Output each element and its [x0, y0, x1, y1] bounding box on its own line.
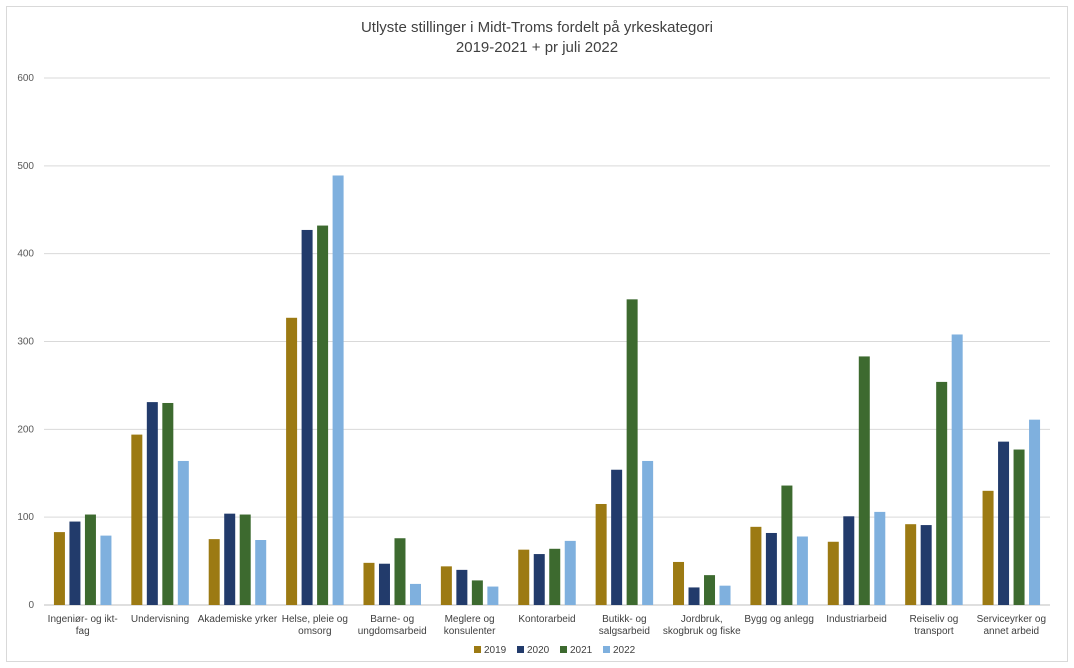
bar-2022: [564, 540, 576, 605]
bar-2019: [131, 434, 143, 605]
y-tick-label: 100: [17, 512, 34, 523]
bar-2020: [224, 513, 236, 605]
bar-2019: [363, 562, 375, 605]
bar-2020: [998, 441, 1010, 605]
bar-2021: [858, 356, 870, 605]
bars: [53, 175, 1041, 605]
bar-2022: [796, 536, 808, 605]
legend-label-2020: 2020: [527, 645, 550, 656]
bar-2021: [1013, 449, 1025, 605]
bar-2021: [781, 485, 793, 605]
y-tick-label: 600: [17, 73, 34, 84]
bar-2019: [518, 549, 530, 605]
bar-2021: [471, 580, 483, 605]
chart-subtitle: 2019-2021 + pr juli 2022: [455, 39, 619, 56]
bar-2022: [642, 460, 654, 605]
bar-2020: [765, 532, 777, 605]
category-label: Jordbruk, skogbruk og fiske: [663, 614, 741, 637]
y-tick-label: 500: [17, 161, 34, 172]
legend-swatch-2020: [517, 646, 524, 653]
bar-2020: [920, 525, 932, 605]
bar-2021: [936, 381, 948, 605]
legend-swatch-2022: [603, 646, 610, 653]
bar-2020: [69, 521, 81, 605]
category-label: Bygg og anlegg: [744, 614, 814, 625]
bar-2019: [208, 539, 220, 605]
category-label: Butikk- og salgsarbeid: [599, 614, 650, 637]
bar-2020: [611, 469, 623, 605]
bar-2021: [549, 548, 561, 605]
y-tick-label: 300: [17, 337, 34, 348]
bar-2019: [595, 503, 607, 605]
legend-swatch-2019: [474, 646, 481, 653]
y-tick-label: 200: [17, 424, 34, 435]
bar-2021: [317, 225, 329, 605]
bar-2020: [378, 563, 390, 605]
gridlines: [44, 77, 1050, 606]
category-label: Reiseliv og transport: [909, 614, 958, 637]
category-label: Akademiske yrker: [198, 614, 278, 625]
bar-2022: [487, 586, 499, 605]
bar-2021: [84, 514, 96, 605]
bar-2022: [719, 585, 731, 605]
bar-2022: [255, 540, 267, 605]
category-label: Industriarbeid: [826, 614, 887, 625]
chart-title: Utlyste stillinger i Midt-Troms fordelt …: [360, 19, 714, 36]
category-label: Meglere og konsulenter: [444, 614, 496, 637]
bar-2021: [239, 514, 251, 605]
bar-2021: [394, 538, 406, 605]
category-label: Serviceyrker og annet arbeid: [977, 614, 1046, 637]
bar-2022: [874, 511, 886, 605]
legend-label-2022: 2022: [613, 645, 636, 656]
bar-2019: [440, 566, 452, 605]
legend-label-2021: 2021: [570, 645, 593, 656]
bar-2020: [533, 554, 545, 605]
bar-2019: [286, 317, 298, 605]
category-label: Kontorarbeid: [518, 614, 575, 625]
bar-2019: [750, 526, 762, 605]
bar-2021: [626, 299, 638, 605]
legend: 2019 2020 2021 2022: [474, 645, 636, 656]
bar-2022: [951, 334, 963, 605]
x-axis-category-labels: Ingeniør- og ikt-fag Undervisning Akademis…: [48, 614, 1046, 637]
y-tick-label: 400: [17, 249, 34, 260]
y-tick-label: 0: [28, 600, 34, 611]
legend-label-2019: 2019: [484, 645, 507, 656]
bar-2020: [843, 516, 855, 605]
category-label: Barne- og ungdomsarbeid: [358, 614, 427, 637]
bar-2020: [146, 402, 158, 605]
bar-2022: [1029, 419, 1041, 605]
bar-2020: [301, 229, 313, 605]
bar-2019: [905, 524, 917, 605]
y-axis-tick-labels: 0 100 200 300 400 500 600: [17, 73, 34, 611]
chart-title-block: Utlyste stillinger i Midt-Troms fordelt …: [0, 18, 1074, 58]
category-label: Undervisning: [131, 614, 189, 625]
bar-2020: [456, 569, 468, 605]
bar-2019: [673, 561, 685, 605]
bar-2020: [688, 587, 700, 605]
bar-2022: [409, 583, 421, 605]
bar-2021: [704, 575, 716, 605]
bar-2022: [332, 175, 344, 605]
bar-2019: [53, 532, 65, 605]
legend-swatch-2021: [560, 646, 567, 653]
bar-2022: [177, 460, 189, 605]
bar-2021: [162, 402, 174, 605]
bar-2022: [100, 535, 112, 605]
bar-2019: [827, 541, 839, 605]
category-label: Ingeniør- og ikt-fag: [48, 614, 118, 637]
category-label: Helse, pleie og omsorg: [282, 614, 348, 637]
bar-2019: [982, 490, 994, 605]
